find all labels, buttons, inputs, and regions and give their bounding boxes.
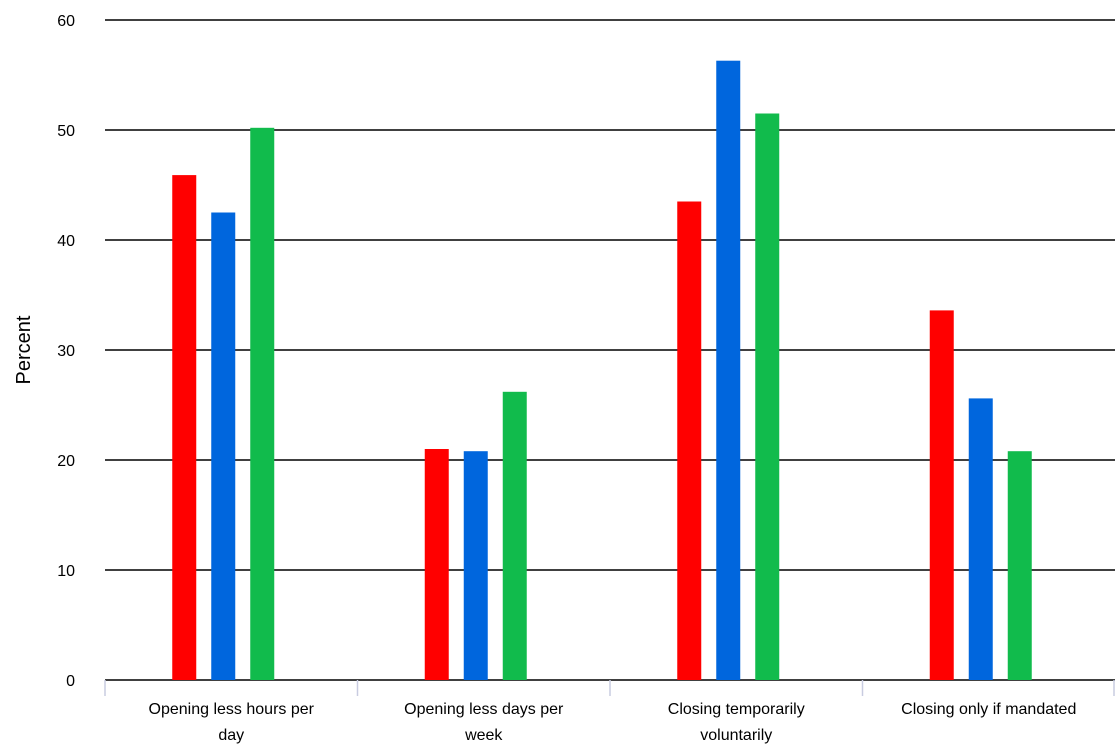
bar — [755, 113, 780, 680]
bar — [1007, 451, 1032, 680]
y-tick-label: 50 — [57, 123, 75, 140]
y-tick-label: 20 — [57, 453, 75, 470]
y-axis-label: Percent — [13, 315, 35, 384]
bar — [929, 310, 954, 680]
bar — [172, 175, 197, 680]
x-tick-label: Opening less days per — [404, 701, 564, 718]
y-tick-label: 40 — [57, 233, 75, 250]
x-tick-label: day — [218, 727, 244, 744]
y-tick-label: 10 — [57, 563, 75, 580]
bar — [250, 127, 275, 681]
y-tick-label: 0 — [66, 673, 75, 690]
x-tick-label: Closing only if mandated — [901, 701, 1076, 718]
bar — [211, 212, 236, 680]
bar — [677, 201, 702, 680]
bar — [968, 398, 993, 680]
bar — [716, 60, 741, 680]
x-tick-label: Closing temporarily — [668, 701, 805, 718]
bar — [424, 449, 449, 680]
x-tick-label: voluntarily — [700, 727, 772, 744]
x-tick-label: week — [464, 727, 503, 744]
y-tick-label: 60 — [57, 13, 75, 30]
bar — [502, 391, 527, 680]
axes: 0 10 20 30 40 50 60 Opening less hours per day Op… — [57, 13, 1115, 744]
bars — [172, 60, 1032, 681]
y-tick-label: 30 — [57, 343, 75, 360]
bar — [463, 451, 488, 680]
x-tick-label: Opening less hours per — [149, 701, 315, 718]
